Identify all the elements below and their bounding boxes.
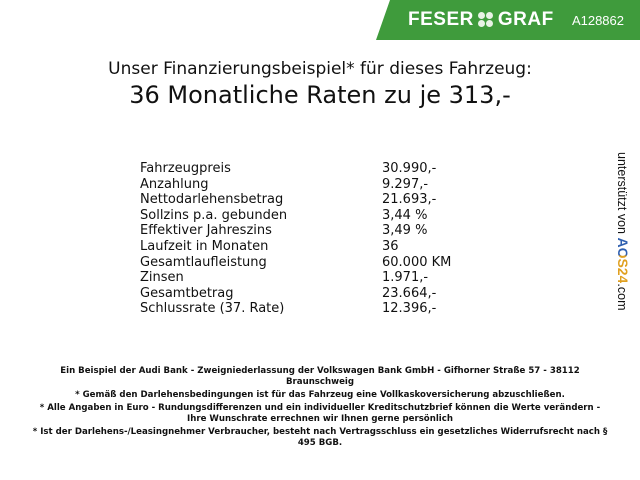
row-label: Effektiver Jahreszins (140, 223, 272, 239)
legal-footer: Ein Beispiel der Audi Bank - Zweignieder… (30, 366, 610, 451)
financing-table: Fahrzeugpreis 30.990,- Anzahlung 9.297,- N… (140, 161, 460, 317)
row-label: Gesamtbetrag (140, 285, 234, 301)
vehicle-id: A128862 (571, 13, 624, 28)
row-value: 3,49 % (382, 223, 428, 239)
row-label: Sollzins p.a. gebunden (140, 207, 288, 223)
powered-by: unterstützt von AOS24.com (612, 152, 632, 332)
row-value: 21.693,- (382, 192, 437, 208)
row-value: 9.297,- (382, 176, 429, 192)
clover-icon (477, 12, 494, 28)
row-value: 60.000 KM (382, 254, 452, 270)
table-row: Zinsen 1.971,- (140, 270, 460, 286)
footer-line: * Ist der Darlehens-/Leasingnehmer Verbr… (32, 427, 608, 448)
row-value: 30.990,- (382, 161, 437, 176)
table-row: Gesamtbetrag 23.664,- (140, 286, 460, 302)
table-row: Schlussrate (37. Rate) 12.396,- (140, 301, 460, 317)
row-label: Laufzeit in Monaten (140, 238, 269, 254)
table-row: Laufzeit in Monaten 36 (140, 239, 460, 255)
row-label: Schlussrate (37. Rate) (140, 301, 285, 317)
row-value: 36 (382, 238, 399, 254)
row-label: Zinsen (140, 270, 184, 286)
row-label: Gesamtlaufleistung (140, 254, 267, 270)
powered-by-text: unterstützt von (615, 152, 629, 238)
powered-by-line: unterstützt von AOS24.com (615, 152, 631, 310)
table-row: Nettodarlehensbetrag 21.693,- (140, 192, 460, 208)
monthly-rate-heading: 36 Monatliche Raten zu je 313,- (129, 81, 511, 109)
logo-text-1: FESER (408, 9, 474, 30)
aos24-logo: AOS24 (615, 237, 631, 284)
logo-text-2: GRAF (497, 9, 554, 30)
footer-line: Ein Beispiel der Audi Bank - Zweignieder… (60, 366, 580, 387)
table-row: Anzahlung 9.297,- (140, 177, 460, 193)
table-row: Fahrzeugpreis 30.990,- (140, 161, 460, 177)
row-value: 23.664,- (382, 285, 437, 301)
row-value: 3,44 % (382, 207, 428, 223)
dealer-logo: FESER GRAF (408, 9, 554, 31)
table-row: Gesamtlaufleistung 60.000 KM (140, 255, 460, 271)
powered-by-suffix: .com (615, 283, 629, 311)
row-value: 12.396,- (382, 301, 437, 317)
row-label: Nettodarlehensbetrag (140, 192, 284, 208)
row-label: Anzahlung (140, 176, 209, 192)
footer-line: * Gemäß den Darlehensbedingungen ist für… (75, 390, 565, 400)
table-row: Sollzins p.a. gebunden 3,44 % (140, 208, 460, 224)
table-row: Effektiver Jahreszins 3,49 % (140, 223, 460, 239)
header-banner: FESER GRAF A128862 (376, 0, 640, 40)
row-label: Fahrzeugpreis (140, 161, 231, 176)
footer-line: * Alle Angaben in Euro - Rundungsdiffere… (39, 403, 601, 424)
row-value: 1.971,- (382, 270, 429, 286)
financing-heading: Unser Finanzierungsbeispiel* für dieses … (108, 59, 532, 79)
